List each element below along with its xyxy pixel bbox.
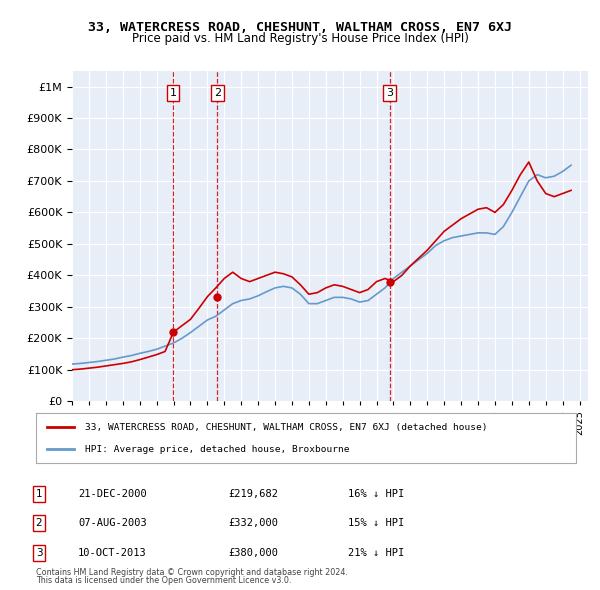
Text: 33, WATERCRESS ROAD, CHESHUNT, WALTHAM CROSS, EN7 6XJ: 33, WATERCRESS ROAD, CHESHUNT, WALTHAM C… xyxy=(88,21,512,34)
Text: 10-OCT-2013: 10-OCT-2013 xyxy=(78,548,147,558)
Text: 3: 3 xyxy=(386,88,393,98)
Text: £219,682: £219,682 xyxy=(228,489,278,499)
Text: 21% ↓ HPI: 21% ↓ HPI xyxy=(348,548,404,558)
Text: 21-DEC-2000: 21-DEC-2000 xyxy=(78,489,147,499)
Text: 33, WATERCRESS ROAD, CHESHUNT, WALTHAM CROSS, EN7 6XJ (detached house): 33, WATERCRESS ROAD, CHESHUNT, WALTHAM C… xyxy=(85,422,487,431)
Text: This data is licensed under the Open Government Licence v3.0.: This data is licensed under the Open Gov… xyxy=(36,576,292,585)
Text: 15% ↓ HPI: 15% ↓ HPI xyxy=(348,519,404,528)
Text: 1: 1 xyxy=(170,88,176,98)
Text: 2: 2 xyxy=(214,88,221,98)
Text: Contains HM Land Registry data © Crown copyright and database right 2024.: Contains HM Land Registry data © Crown c… xyxy=(36,568,348,577)
Text: HPI: Average price, detached house, Broxbourne: HPI: Average price, detached house, Brox… xyxy=(85,445,349,454)
Text: £332,000: £332,000 xyxy=(228,519,278,528)
Text: 3: 3 xyxy=(35,548,43,558)
Text: 1: 1 xyxy=(35,489,43,499)
Text: £380,000: £380,000 xyxy=(228,548,278,558)
Text: 07-AUG-2003: 07-AUG-2003 xyxy=(78,519,147,528)
Text: 16% ↓ HPI: 16% ↓ HPI xyxy=(348,489,404,499)
Text: 2: 2 xyxy=(35,519,43,528)
Text: Price paid vs. HM Land Registry's House Price Index (HPI): Price paid vs. HM Land Registry's House … xyxy=(131,32,469,45)
